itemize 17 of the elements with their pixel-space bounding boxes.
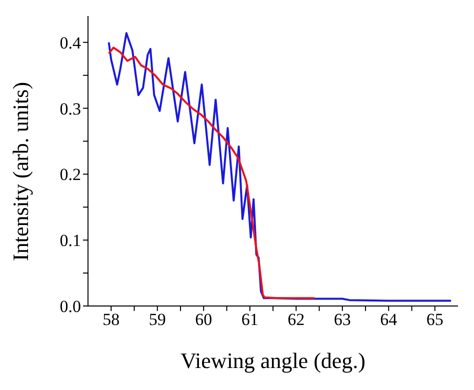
x-tick-label: 65: [426, 310, 444, 330]
y-tick-label: 0.1: [60, 231, 81, 250]
y-tick-label: 0.4: [60, 33, 82, 52]
y-tick-label: 0.3: [60, 99, 81, 118]
x-tick-label: 58: [102, 310, 120, 330]
x-axis-title: Viewing angle (deg.): [180, 348, 366, 373]
line-series: [108, 32, 452, 302]
x-tick-label: 62: [288, 310, 305, 330]
line-series: [108, 46, 316, 300]
x-tick-label: 59: [148, 310, 166, 330]
y-axis-title: Intensity (arb. units): [8, 82, 33, 261]
y-tick-label: 0.0: [60, 297, 81, 316]
x-tick-label: 63: [334, 310, 351, 330]
x-tick-label: 64: [380, 310, 398, 330]
x-tick-label: 61: [241, 310, 258, 330]
x-tick-label: 60: [195, 310, 212, 330]
y-tick-label: 0.2: [60, 165, 81, 184]
